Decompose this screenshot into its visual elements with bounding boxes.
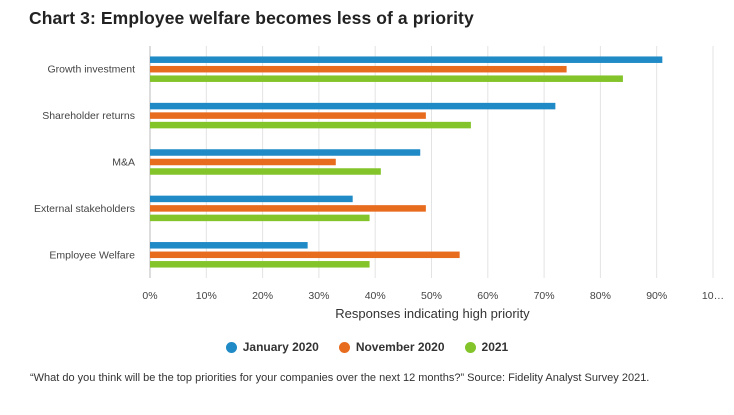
chart-footnote: “What do you think will be the top prior… xyxy=(30,372,650,384)
category-label: Employee Welfare xyxy=(49,249,135,261)
bar xyxy=(150,112,426,119)
x-tick-label: 80% xyxy=(590,290,611,302)
legend-label: 2021 xyxy=(481,340,509,354)
bar xyxy=(150,56,663,63)
bar xyxy=(150,121,471,129)
x-tick-label: 0% xyxy=(142,290,157,302)
category-label: External stakeholders xyxy=(34,203,135,215)
bar xyxy=(150,102,556,110)
x-tick-label: 70% xyxy=(534,290,555,302)
bar xyxy=(150,214,370,222)
bar xyxy=(150,158,336,166)
bar xyxy=(150,261,370,268)
bar xyxy=(150,168,381,175)
legend-marker xyxy=(338,341,350,353)
bar xyxy=(150,251,460,259)
bar xyxy=(150,242,308,249)
x-tick-label: 10… xyxy=(702,290,724,302)
category-label: M&A xyxy=(112,157,135,169)
x-tick-label: 10% xyxy=(196,290,217,302)
x-tick-label: 90% xyxy=(646,290,667,302)
bar xyxy=(150,149,421,156)
x-tick-label: 60% xyxy=(477,290,498,302)
category-label: Shareholder returns xyxy=(42,110,135,122)
legend-item[interactable]: January 2020 xyxy=(225,340,319,354)
legend-item[interactable]: 2021 xyxy=(464,340,509,354)
legend-label: November 2020 xyxy=(355,340,445,354)
bar xyxy=(150,75,623,82)
chart-title: Chart 3: Employee welfare becomes less o… xyxy=(29,8,474,28)
legend-marker xyxy=(225,341,237,353)
x-tick-label: 50% xyxy=(421,290,442,302)
x-axis-title: Responses indicating high priority xyxy=(335,306,530,321)
chart-legend: January 2020 November 2020 2021 xyxy=(0,337,734,357)
legend-label: January 2020 xyxy=(242,340,319,354)
x-tick-label: 40% xyxy=(365,290,386,302)
bar-chart: 0% 10% 20% 30% 40% 50% 60% 70% 80% 90% 10… Growth i… xyxy=(34,46,724,321)
x-tick-label: 30% xyxy=(308,290,329,302)
legend-item[interactable]: November 2020 xyxy=(338,340,445,354)
x-tick-label: 20% xyxy=(252,290,273,302)
bar xyxy=(150,205,426,212)
bar xyxy=(150,195,353,203)
category-label: Growth investment xyxy=(47,64,135,76)
legend-marker xyxy=(464,341,476,353)
bar xyxy=(150,65,567,73)
